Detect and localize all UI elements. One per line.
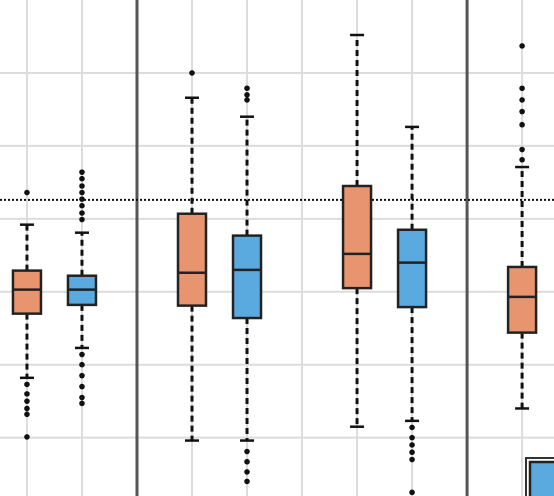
outlier [409, 489, 415, 496]
outlier [79, 394, 85, 401]
outlier [79, 210, 85, 216]
outlier [79, 383, 85, 390]
outlier [519, 108, 525, 115]
outlier [244, 458, 250, 465]
outlier [79, 372, 85, 379]
plot-area [11, 33, 538, 496]
outlier [79, 351, 85, 358]
outlier [244, 478, 250, 485]
box [176, 212, 208, 307]
outlier [409, 449, 415, 456]
legend-frame [525, 457, 554, 496]
outlier [24, 391, 30, 397]
outlier [244, 97, 250, 103]
outlier [244, 92, 250, 98]
outlier [79, 169, 85, 175]
outlier [24, 398, 30, 404]
outlier [409, 456, 415, 463]
outlier [244, 448, 250, 455]
outlier [24, 381, 30, 388]
legend-patch [528, 460, 554, 496]
box [231, 234, 263, 320]
outlier [409, 434, 415, 441]
outlier [519, 85, 525, 92]
box [11, 269, 43, 315]
outlier [24, 411, 30, 418]
outlier [24, 405, 30, 412]
box [341, 184, 373, 290]
box [506, 265, 538, 334]
outlier [519, 97, 525, 103]
outlier [79, 202, 85, 209]
outlier [519, 156, 525, 163]
outlier [244, 85, 250, 92]
outlier [79, 400, 85, 407]
outlier [409, 442, 415, 448]
outlier [519, 146, 525, 153]
outlier [189, 70, 195, 76]
outlier [24, 434, 30, 440]
outlier [244, 469, 250, 475]
outlier [519, 121, 525, 128]
outlier [79, 361, 85, 368]
outlier [79, 183, 85, 189]
outlier [79, 216, 85, 223]
outlier [24, 189, 30, 196]
box [396, 228, 428, 309]
outlier [79, 196, 85, 202]
outlier [519, 43, 525, 49]
outlier [79, 189, 85, 196]
outlier [409, 424, 415, 431]
outlier [79, 175, 85, 182]
